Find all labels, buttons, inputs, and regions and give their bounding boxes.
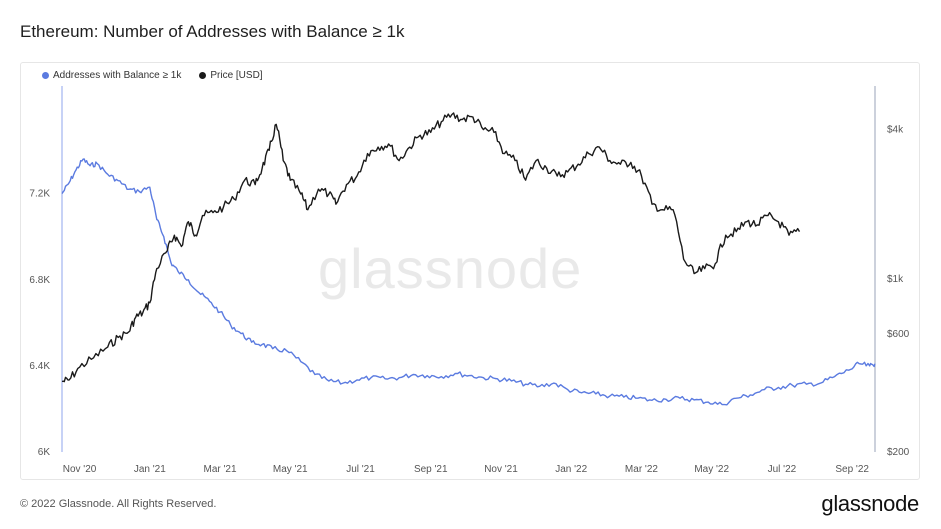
- y-left-tick-label: 6.8K: [29, 275, 50, 286]
- x-tick-label: Sep '21: [414, 464, 448, 475]
- legend: Addresses with Balance ≥ 1k Price [USD]: [42, 70, 263, 81]
- legend-item-addresses[interactable]: Addresses with Balance ≥ 1k: [42, 70, 181, 81]
- chart-panel: [20, 62, 920, 480]
- watermark-text: glassnode: [318, 237, 583, 300]
- x-tick-label: Jan '21: [134, 464, 166, 475]
- copyright-text: © 2022 Glassnode. All Rights Reserved.: [20, 498, 217, 510]
- y-left-tick-label: 6.4K: [29, 361, 50, 372]
- y-right-tick-label: $600: [887, 329, 910, 340]
- legend-item-price[interactable]: Price [USD]: [199, 70, 263, 81]
- x-tick-label: Jul '22: [768, 464, 797, 475]
- y-right-tick-label: $200: [887, 447, 910, 458]
- series-line-addresses: [61, 158, 876, 406]
- x-tick-label: Nov '21: [484, 464, 518, 475]
- legend-label-addresses: Addresses with Balance ≥ 1k: [53, 70, 182, 81]
- x-tick-label: Mar '21: [204, 464, 237, 475]
- x-tick-label: Mar '22: [625, 464, 658, 475]
- x-tick-label: May '22: [694, 464, 729, 475]
- y-left-tick-label: 7.2K: [29, 189, 50, 200]
- y-left-tick-label: 6K: [38, 447, 51, 458]
- brand-logo-text: glassnode: [821, 491, 919, 516]
- legend-dot-addresses: [42, 72, 49, 79]
- y-right-tick-label: $1k: [887, 274, 904, 285]
- series-line-price: [61, 112, 801, 383]
- x-tick-label: Sep '22: [835, 464, 869, 475]
- x-tick-label: Nov '20: [63, 464, 97, 475]
- legend-dot-price: [199, 72, 207, 79]
- x-tick-label: May '21: [273, 464, 308, 475]
- legend-label-price: Price [USD]: [210, 70, 263, 81]
- x-tick-label: Jan '22: [555, 464, 587, 475]
- x-tick-label: Jul '21: [346, 464, 375, 475]
- chart-title: Ethereum: Number of Addresses with Balan…: [20, 22, 405, 41]
- y-right-tick-label: $4k: [887, 125, 904, 136]
